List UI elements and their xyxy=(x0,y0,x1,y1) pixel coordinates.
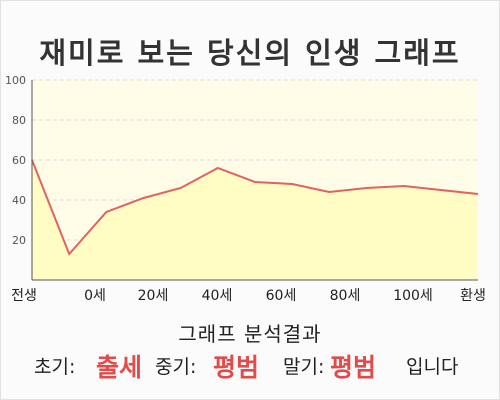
x-tick-label: 환생 xyxy=(460,288,486,304)
x-tick-label: 60세 xyxy=(266,288,297,304)
y-tick-label: 80 xyxy=(12,114,26,127)
y-tick-label: 20 xyxy=(12,234,26,247)
life-graph-chart: 20 40 60 80 100 전생 0세 20세 40세 60세 80세 100세 환생 xyxy=(5,74,486,304)
area-fill xyxy=(32,160,478,280)
mid-value: 평범 xyxy=(213,353,260,382)
axes xyxy=(31,80,478,281)
y-tick-label: 100 xyxy=(5,74,26,87)
x-tick-labels: 전생 0세 20세 40세 60세 80세 100세 환생 xyxy=(11,288,486,304)
x-tick-label: 40세 xyxy=(202,288,233,304)
x-tick-label: 80세 xyxy=(330,288,361,304)
late-value: 평범 xyxy=(330,353,377,382)
analysis-heading: 그래프 분석결과 xyxy=(178,322,322,346)
series-line xyxy=(31,159,479,256)
late-label: 말기: xyxy=(283,356,325,378)
y-tick-label: 60 xyxy=(12,154,26,167)
result-suffix: 입니다 xyxy=(406,356,459,378)
x-tick-label: 0세 xyxy=(84,288,106,304)
x-tick-label: 전생 xyxy=(11,288,37,304)
y-tick-labels: 20 40 60 80 100 xyxy=(5,74,26,247)
mid-label: 중기: xyxy=(155,356,197,378)
x-tick-label: 100세 xyxy=(393,288,433,304)
early-value: 출세 xyxy=(96,353,143,382)
early-label: 초기: xyxy=(34,356,76,378)
page-title: 재미로 보는 당신의 인생 그래프 xyxy=(39,36,461,70)
y-tick-label: 40 xyxy=(12,194,26,207)
x-tick-label: 20세 xyxy=(138,288,169,304)
